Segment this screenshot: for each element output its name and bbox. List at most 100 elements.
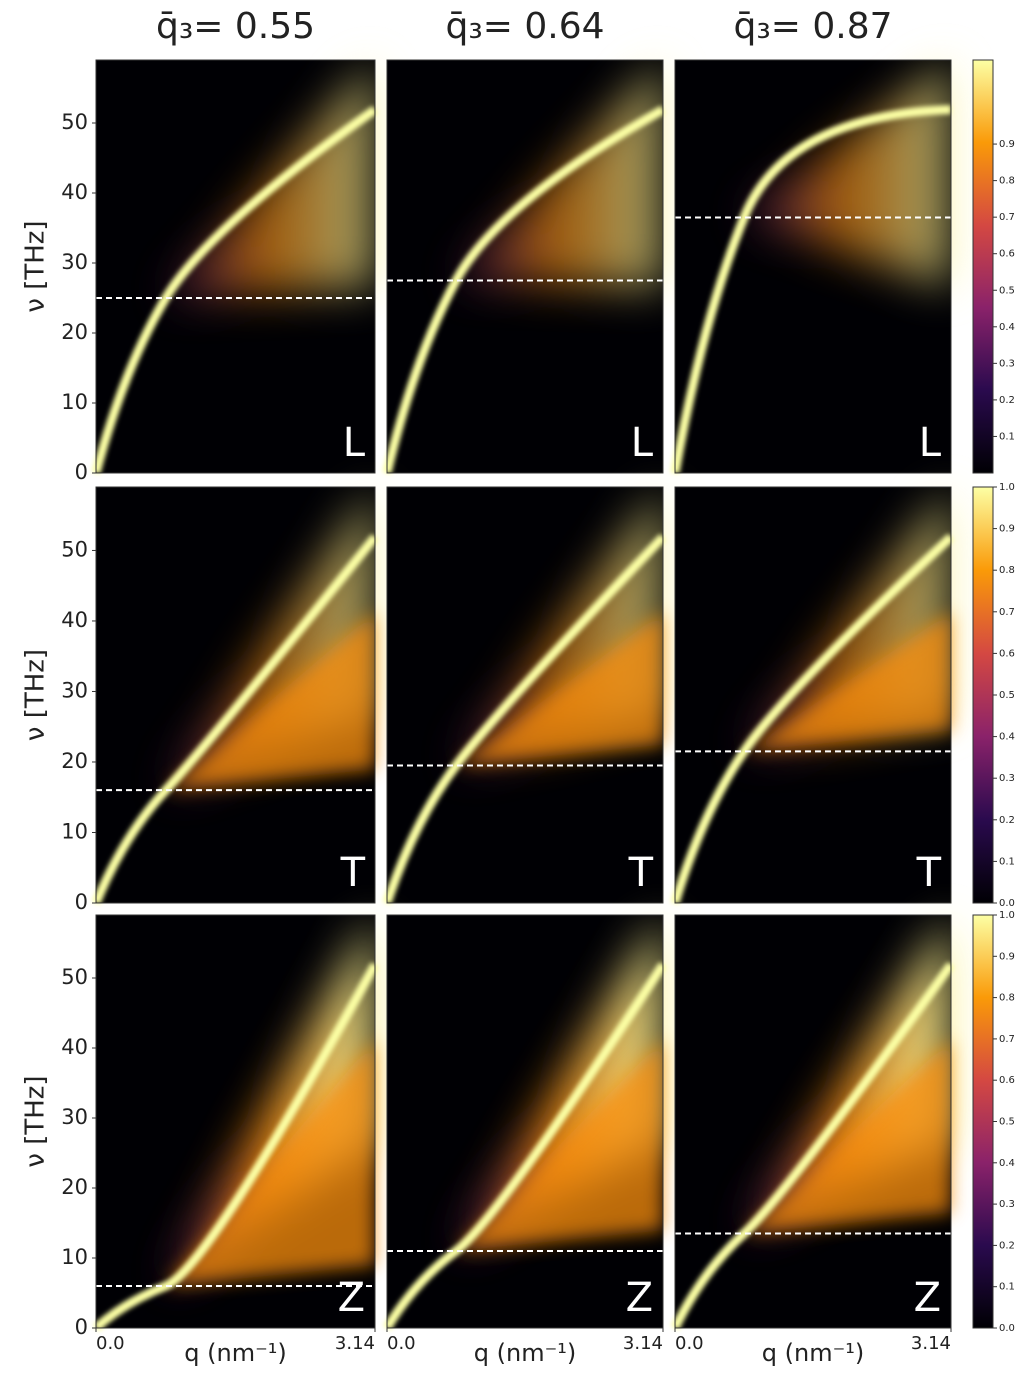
panel-label: L xyxy=(631,420,654,466)
colorbar-tick-label: 0.1 xyxy=(999,431,1015,442)
heatmap-ridge xyxy=(670,105,952,474)
colorbar-tick-label: 0.8 xyxy=(999,993,1015,1004)
colorbar-tick-label: 0.5 xyxy=(999,285,1015,296)
colorbar-tick-label: 0.3 xyxy=(999,1199,1015,1210)
heatmap-ridge xyxy=(670,533,955,905)
y-tick-label: 40 xyxy=(61,180,88,204)
y-tick-label: 30 xyxy=(61,678,88,702)
heatmap-ridge xyxy=(91,534,379,905)
colorbar-tick-label: 0.9 xyxy=(999,524,1015,535)
heatmap-ridge xyxy=(670,961,955,1330)
panel-label: Z xyxy=(914,1275,941,1321)
panel: Z 0.0 3.14 q (nm⁻¹) xyxy=(670,914,955,1367)
colorbar-tick-label: 0.1 xyxy=(999,856,1015,867)
colorbar-tick-label: 0.8 xyxy=(999,176,1015,187)
colorbar: 0.0 0.1 0.2 0.3 0.4 0.5 0.6 0.7 0.8 0.9 1.0 xyxy=(972,910,1015,1334)
colorbar-gradient xyxy=(972,914,994,1329)
colorbar-tick-label: 0.7 xyxy=(999,607,1015,618)
x-tick-label: 0.0 xyxy=(675,1333,704,1354)
colorbar-tick-label: 0.5 xyxy=(999,690,1015,701)
y-tick-label: 50 xyxy=(61,965,88,989)
y-tick-label: 0 xyxy=(75,1315,88,1339)
colorbar-tick-label: 0.4 xyxy=(999,732,1015,743)
y-tick-label: 30 xyxy=(61,1105,88,1129)
y-axis-label: ν [THz] xyxy=(21,220,51,312)
colorbar-tick-label: 1.0 xyxy=(999,482,1015,493)
y-tick-label: 30 xyxy=(61,250,88,274)
colorbar-tick-label: 0.3 xyxy=(999,358,1015,369)
y-tick-label: 40 xyxy=(61,608,88,632)
x-tick-label: 3.14 xyxy=(623,1333,663,1354)
colorbar-tick-label: 0.4 xyxy=(999,1158,1015,1169)
panel-frame xyxy=(386,486,664,904)
x-axis-label: q (nm⁻¹) xyxy=(184,1339,286,1367)
colorbar-tick-label: 0.8 xyxy=(999,565,1015,576)
heatmap-ridge xyxy=(383,962,667,1331)
panel-frame xyxy=(386,914,664,1329)
heatmap-glow xyxy=(165,1038,375,1286)
y-tick-label: 10 xyxy=(61,1245,88,1269)
colorbar: 0.0 0.1 0.2 0.3 0.4 0.5 0.6 0.7 0.8 0.9 1.0 xyxy=(972,482,1015,909)
colorbar-tick-label: 0.6 xyxy=(999,1075,1015,1086)
colorbar-tick-label: 0.3 xyxy=(999,773,1015,784)
colorbar-tick-label: 0.0 xyxy=(999,898,1015,909)
column-title: q̄₃= 0.87 xyxy=(733,6,892,47)
colorbar-tick-label: 0.4 xyxy=(999,322,1015,333)
panel-frame xyxy=(674,486,952,904)
colorbar-tick-label: 0.0 xyxy=(999,1323,1015,1334)
heatmap-glow xyxy=(165,915,375,1286)
panel: T xyxy=(382,486,667,905)
panel-label: Z xyxy=(338,1275,365,1321)
colorbar-gradient xyxy=(972,486,994,904)
colorbar-tick-label: 0.2 xyxy=(999,395,1015,406)
heatmap-ridge xyxy=(382,533,667,905)
panel-frame xyxy=(674,59,952,474)
colorbar-gradient xyxy=(972,59,994,474)
colorbar-tick-label: 0.1 xyxy=(999,1282,1015,1293)
panel-frame xyxy=(95,486,376,904)
y-tick-label: 0 xyxy=(75,460,88,484)
x-tick-label: 3.14 xyxy=(335,1333,375,1354)
x-axis-label: q (nm⁻¹) xyxy=(474,1339,576,1367)
y-tick-label: 20 xyxy=(61,320,88,344)
panel-frame xyxy=(386,59,664,474)
colorbar-tick-label: 0.7 xyxy=(999,1034,1015,1045)
colorbar-tick-label: 0.6 xyxy=(999,648,1015,659)
x-tick-label: 0.0 xyxy=(387,1333,416,1354)
panel-label: T xyxy=(628,850,654,896)
y-tick-label: 0 xyxy=(75,890,88,914)
heatmap-glow xyxy=(744,611,951,752)
y-tick-label: 50 xyxy=(61,110,88,134)
y-axis-label: ν [THz] xyxy=(21,649,51,741)
panel-label: T xyxy=(340,850,366,896)
heatmap-ridge xyxy=(91,105,378,475)
heatmap-ridge xyxy=(382,105,666,475)
panel-label: L xyxy=(919,420,942,466)
colorbar-tick-label: 0.7 xyxy=(999,212,1015,223)
panel: T 0 10 20 30 40 50 ν [THz] xyxy=(21,486,379,914)
y-tick-label: 20 xyxy=(61,749,88,773)
panel: Z 0.0 3.14 q (nm⁻¹) xyxy=(383,914,667,1367)
colorbar: 0.1 0.2 0.3 0.4 0.5 0.6 0.7 0.8 0.9 xyxy=(972,59,1015,474)
panel-label: Z xyxy=(626,1275,653,1321)
y-tick-label: 10 xyxy=(61,390,88,414)
y-axis-label: ν [THz] xyxy=(21,1075,51,1167)
colorbar-tick-label: 0.2 xyxy=(999,1240,1015,1251)
panel-frame xyxy=(95,59,376,474)
panel: Lq̄₃= 0.87 xyxy=(670,6,952,474)
panel: Z 0 10 20 30 40 50 ν [THz] 0.0 3.14 q (nm⁻¹) xyxy=(21,914,379,1367)
y-tick-label: 20 xyxy=(61,1175,88,1199)
panel: T xyxy=(670,486,955,905)
x-axis-label: q (nm⁻¹) xyxy=(762,1339,864,1367)
colorbar-tick-label: 0.6 xyxy=(999,249,1015,260)
colorbar-tick-label: 0.5 xyxy=(999,1117,1015,1128)
y-tick-label: 40 xyxy=(61,1035,88,1059)
heatmap-glow xyxy=(456,611,663,766)
column-title: q̄₃= 0.55 xyxy=(156,6,315,47)
heatmap-ridge xyxy=(92,962,379,1332)
panel-frame xyxy=(674,914,952,1329)
heatmap-glow xyxy=(456,1038,663,1251)
column-title: q̄₃= 0.64 xyxy=(445,6,604,47)
